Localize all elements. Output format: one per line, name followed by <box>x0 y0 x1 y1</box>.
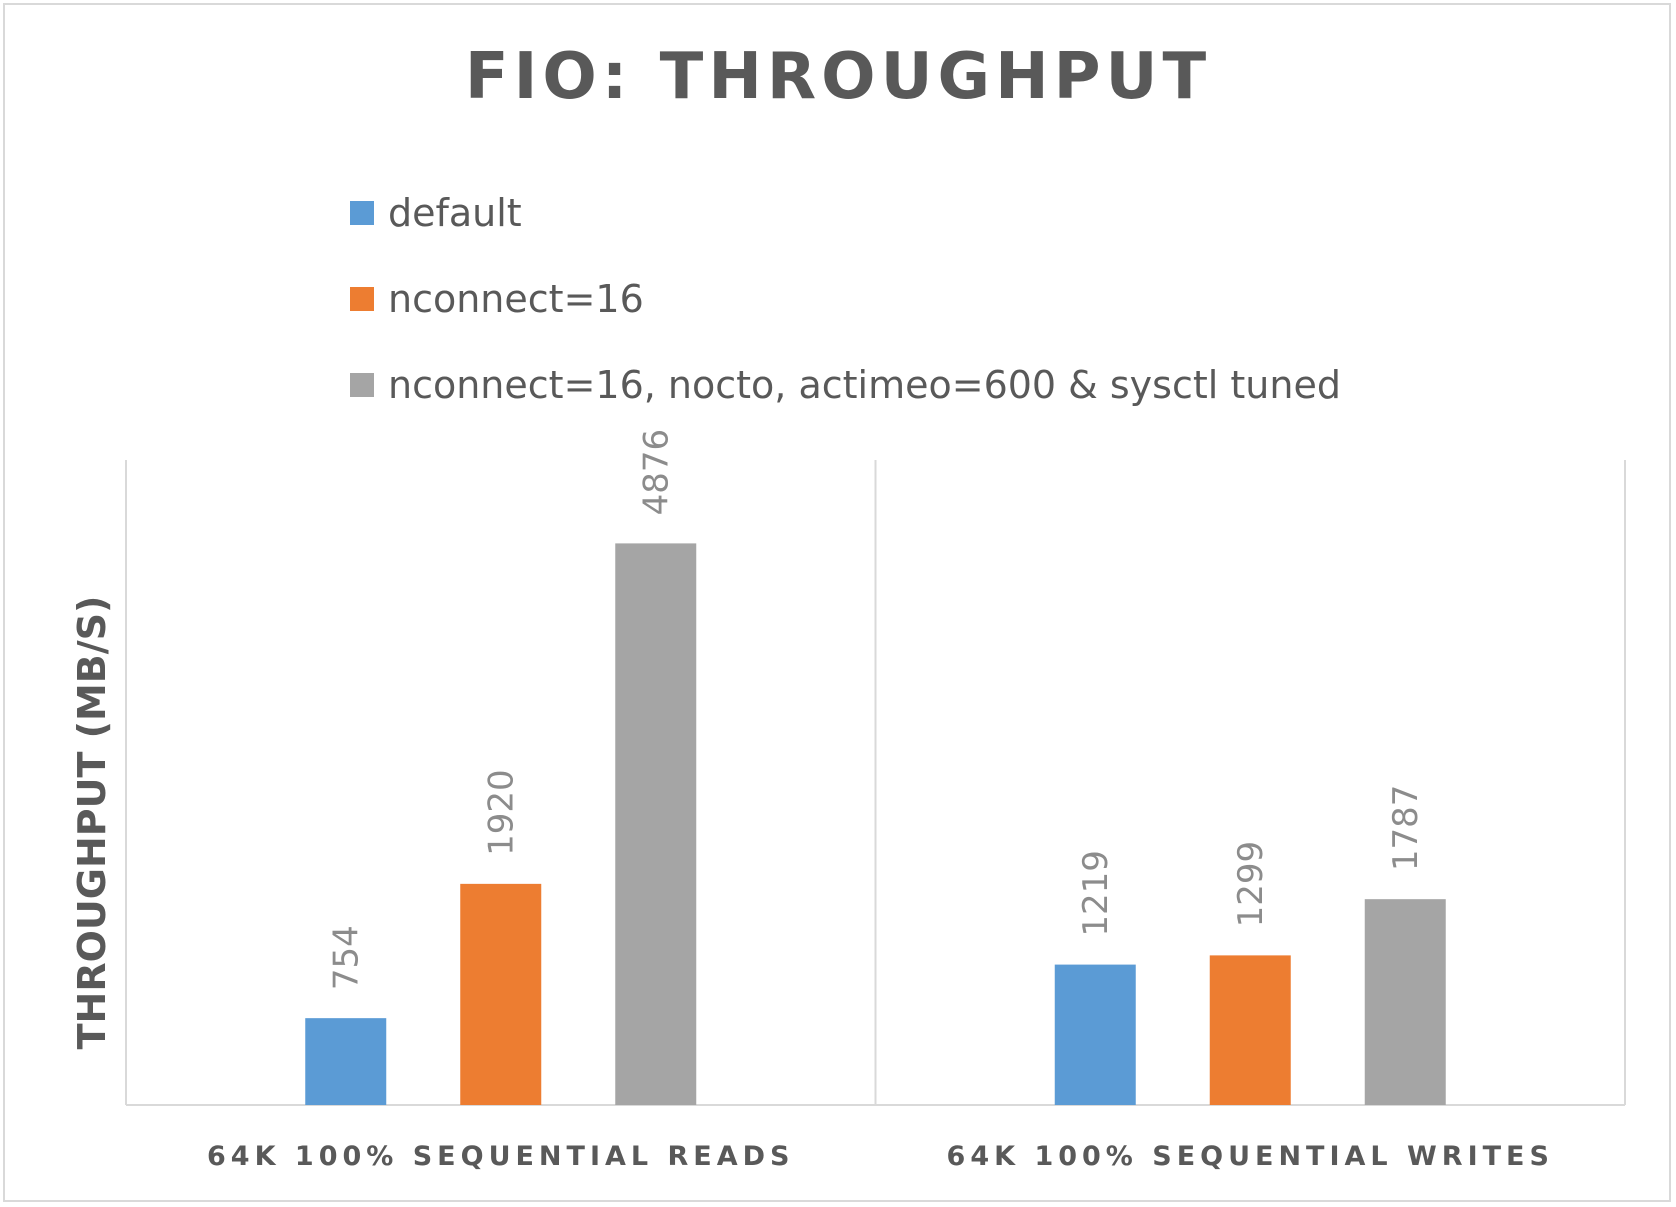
bar <box>460 883 542 1105</box>
data-label: 1219 <box>1076 850 1116 937</box>
legend-item-tuned: nconnect=16, nocto, actimeo=600 & sysctl… <box>350 342 1341 428</box>
category-label: 64K 100% SEQUENTIAL READS <box>207 1141 794 1172</box>
legend: default nconnect=16 nconnect=16, nocto, … <box>350 170 1341 428</box>
legend-item-nconnect: nconnect=16 <box>350 256 1341 342</box>
legend-label-tuned: nconnect=16, nocto, actimeo=600 & sysctl… <box>388 363 1341 407</box>
bar <box>1364 899 1446 1105</box>
bars-layer <box>305 543 1446 1105</box>
data-label: 4876 <box>637 429 677 516</box>
data-label: 1920 <box>482 769 522 856</box>
y-axis-title: THROUGHPUT (MB/S) <box>70 596 114 1050</box>
bar <box>1209 955 1291 1105</box>
data-label: 754 <box>327 925 367 990</box>
legend-label-nconnect: nconnect=16 <box>388 277 644 321</box>
bar <box>305 1018 387 1105</box>
labels-layer: 754 1920 4876 64K 100% SEQUENTIAL READS 1219… <box>207 429 1554 1172</box>
legend-label-default: default <box>388 191 522 235</box>
bar <box>615 543 697 1105</box>
legend-swatch-default <box>350 201 374 225</box>
bar <box>1054 964 1136 1105</box>
chart-title: FIO: THROUGHPUT <box>464 40 1212 114</box>
data-label: 1787 <box>1386 785 1426 872</box>
category-label: 64K 100% SEQUENTIAL WRITES <box>947 1141 1554 1172</box>
legend-swatch-nconnect <box>350 287 374 311</box>
legend-swatch-tuned <box>350 373 374 397</box>
legend-item-default: default <box>350 170 1341 256</box>
data-label: 1299 <box>1231 841 1271 928</box>
